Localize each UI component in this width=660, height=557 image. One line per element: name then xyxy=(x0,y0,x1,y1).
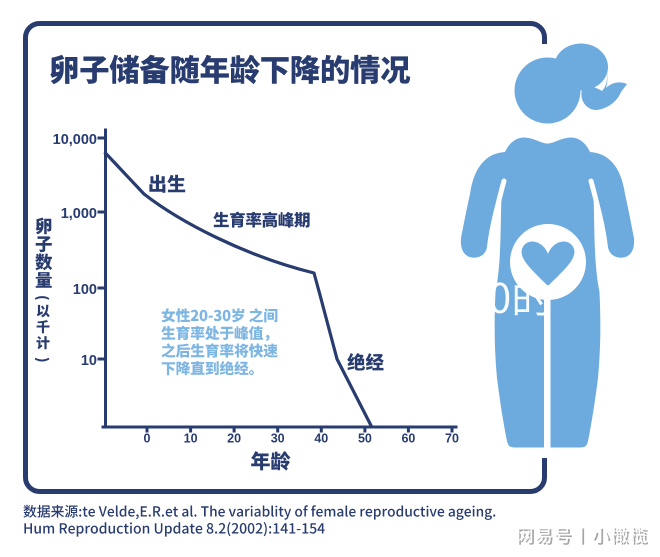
svg-text:100: 100 xyxy=(73,282,97,298)
svg-text:0: 0 xyxy=(144,432,151,446)
svg-text:20: 20 xyxy=(227,432,241,446)
svg-text:30: 30 xyxy=(271,432,285,446)
svg-text:70: 70 xyxy=(445,432,459,446)
svg-text:50: 50 xyxy=(358,432,372,446)
svg-text:10,000: 10,000 xyxy=(53,132,97,148)
svg-text:10: 10 xyxy=(184,432,198,446)
svg-text:1,000: 1,000 xyxy=(61,206,97,222)
svg-text:40: 40 xyxy=(314,432,328,446)
svg-text:60: 60 xyxy=(401,432,415,446)
svg-text:10: 10 xyxy=(81,353,97,369)
